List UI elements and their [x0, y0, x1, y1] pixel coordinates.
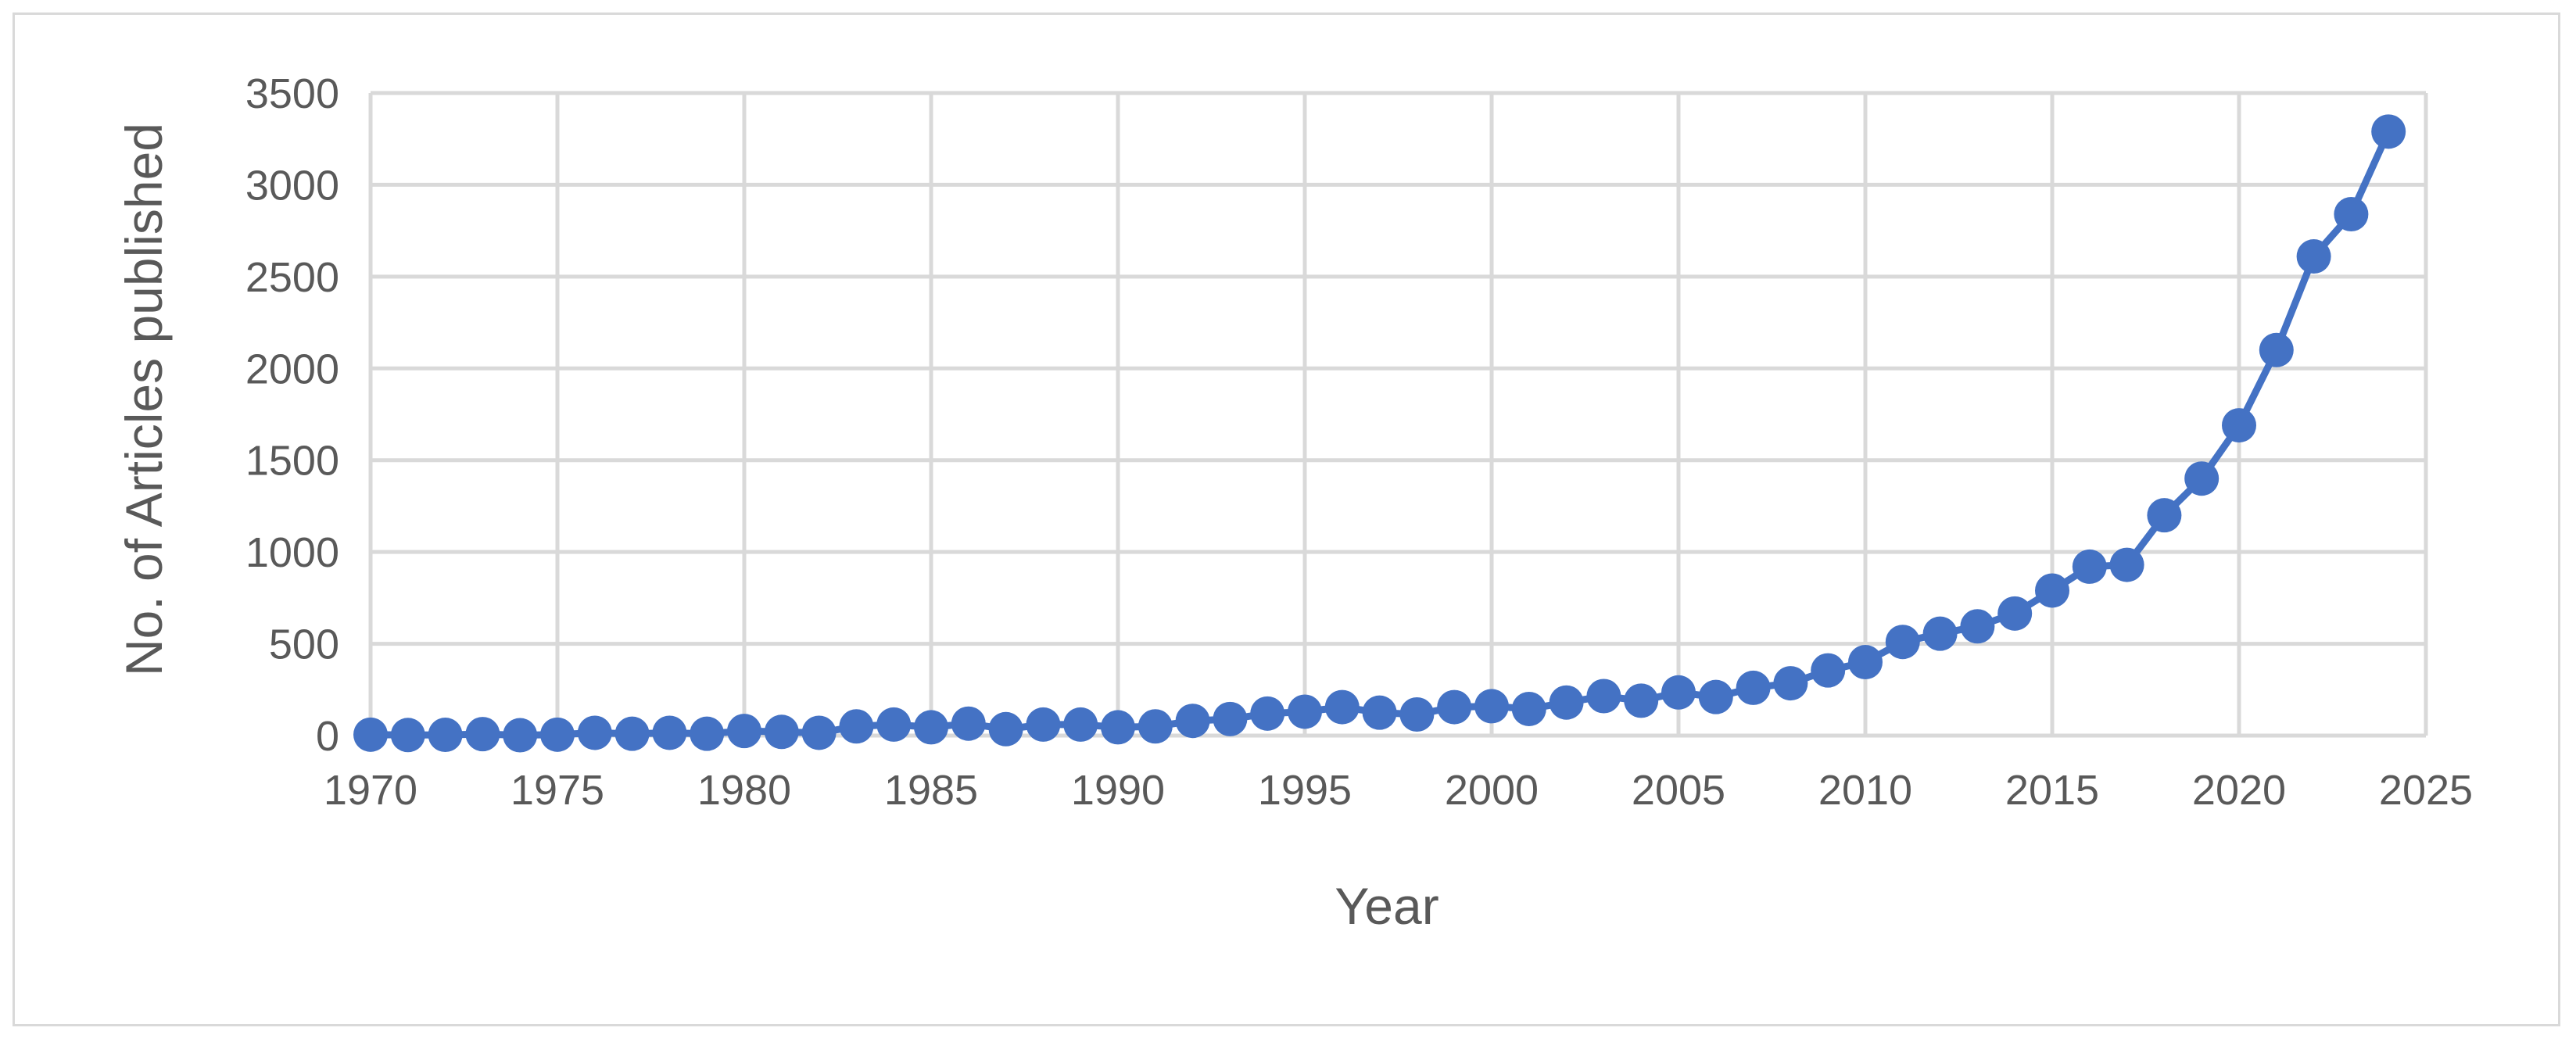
- data-point-2017: [2109, 547, 2144, 582]
- x-axis-title: Year: [1335, 877, 1438, 935]
- x-tick-label: 1995: [1258, 767, 1352, 814]
- x-tick-label: 2015: [2005, 767, 2099, 814]
- series-group: [353, 114, 2406, 753]
- y-tick-label: 3500: [245, 70, 339, 117]
- data-point-1983: [839, 709, 874, 744]
- data-point-1977: [614, 716, 650, 751]
- data-point-1974: [503, 718, 538, 753]
- y-tick-label: 500: [269, 621, 339, 668]
- data-point-1986: [951, 706, 986, 741]
- x-tick-label: 2000: [1445, 767, 1539, 814]
- data-point-1989: [1063, 707, 1098, 742]
- data-point-1981: [764, 714, 799, 750]
- data-point-1988: [1026, 707, 1061, 742]
- data-point-1987: [988, 711, 1023, 747]
- y-tick-label: 3000: [245, 162, 339, 209]
- y-tick-label: 1000: [245, 529, 339, 576]
- chart-svg: 0 500 1000 1500 2000 2500 3000 3500 1970 1975 198…: [115, 70, 2473, 935]
- data-point-2016: [2072, 549, 2107, 584]
- data-point-1980: [727, 714, 761, 749]
- y-tick-label: 1500: [245, 438, 339, 485]
- data-point-2004: [1624, 683, 1659, 718]
- data-point-1998: [1399, 696, 1435, 732]
- data-point-2012: [1922, 616, 1958, 651]
- data-point-2013: [1960, 609, 1995, 644]
- data-point-2009: [1811, 653, 1846, 688]
- data-point-2011: [1885, 625, 1920, 660]
- y-tick-label: 0: [316, 713, 339, 760]
- x-tick-label: 2025: [2379, 767, 2473, 814]
- x-tick-label: 2005: [1632, 767, 1725, 814]
- data-point-1982: [801, 715, 837, 750]
- data-point-2002: [1549, 685, 1584, 720]
- data-point-1971: [390, 718, 425, 753]
- data-point-1975: [540, 717, 575, 752]
- horizontal-gridlines: [371, 91, 2426, 738]
- data-point-2024: [2371, 114, 2406, 149]
- data-point-2008: [1773, 666, 1808, 701]
- data-point-1991: [1138, 709, 1173, 744]
- data-point-1999: [1437, 689, 1472, 725]
- x-tick-labels: 1970 1975 1980 1985 1990 1995 2000 2005 2010 2015…: [324, 767, 2473, 814]
- y-tick-labels: 0 500 1000 1500 2000 2500 3000 3500: [245, 70, 339, 760]
- x-tick-label: 2020: [2192, 767, 2286, 814]
- data-point-2023: [2334, 197, 2369, 232]
- data-point-1993: [1213, 701, 1248, 736]
- x-tick-label: 1985: [884, 767, 978, 814]
- x-tick-label: 1980: [697, 767, 791, 814]
- data-point-2000: [1474, 689, 1509, 724]
- x-tick-label: 1970: [324, 767, 417, 814]
- y-tick-label: 2000: [245, 346, 339, 392]
- data-point-1985: [914, 710, 948, 745]
- data-point-1996: [1324, 689, 1360, 725]
- data-point-2003: [1586, 679, 1621, 714]
- data-point-2005: [1661, 675, 1696, 710]
- data-point-1973: [465, 717, 500, 752]
- data-point-2021: [2259, 332, 2294, 367]
- x-tick-label: 1975: [511, 767, 604, 814]
- y-axis-title: No. of Articles published: [115, 123, 173, 676]
- data-point-1972: [428, 718, 463, 753]
- data-point-1970: [353, 717, 388, 752]
- data-point-2018: [2147, 498, 2182, 533]
- vertical-gridlines: [368, 93, 2428, 736]
- data-point-1976: [577, 715, 612, 750]
- data-point-1994: [1250, 696, 1285, 731]
- y-tick-label: 2500: [245, 254, 339, 301]
- x-tick-label: 2010: [1818, 767, 1912, 814]
- data-point-2015: [2035, 573, 2069, 608]
- data-point-2014: [1997, 596, 2033, 631]
- data-point-1979: [690, 716, 725, 751]
- data-point-2010: [1848, 645, 1883, 680]
- data-point-1992: [1175, 704, 1210, 739]
- data-point-2007: [1736, 670, 1771, 705]
- data-point-1995: [1288, 694, 1322, 729]
- data-point-2019: [2184, 461, 2220, 496]
- x-tick-label: 1990: [1071, 767, 1165, 814]
- chart-container: 0 500 1000 1500 2000 2500 3000 3500 1970 1975 198…: [13, 13, 2560, 1026]
- data-point-2022: [2296, 239, 2331, 274]
- data-point-1984: [876, 707, 912, 742]
- data-point-2001: [1511, 691, 1546, 726]
- data-point-1978: [652, 715, 687, 750]
- data-point-2006: [1698, 679, 1733, 714]
- data-point-1997: [1362, 695, 1397, 730]
- data-point-1990: [1101, 710, 1135, 745]
- data-point-2020: [2222, 408, 2256, 443]
